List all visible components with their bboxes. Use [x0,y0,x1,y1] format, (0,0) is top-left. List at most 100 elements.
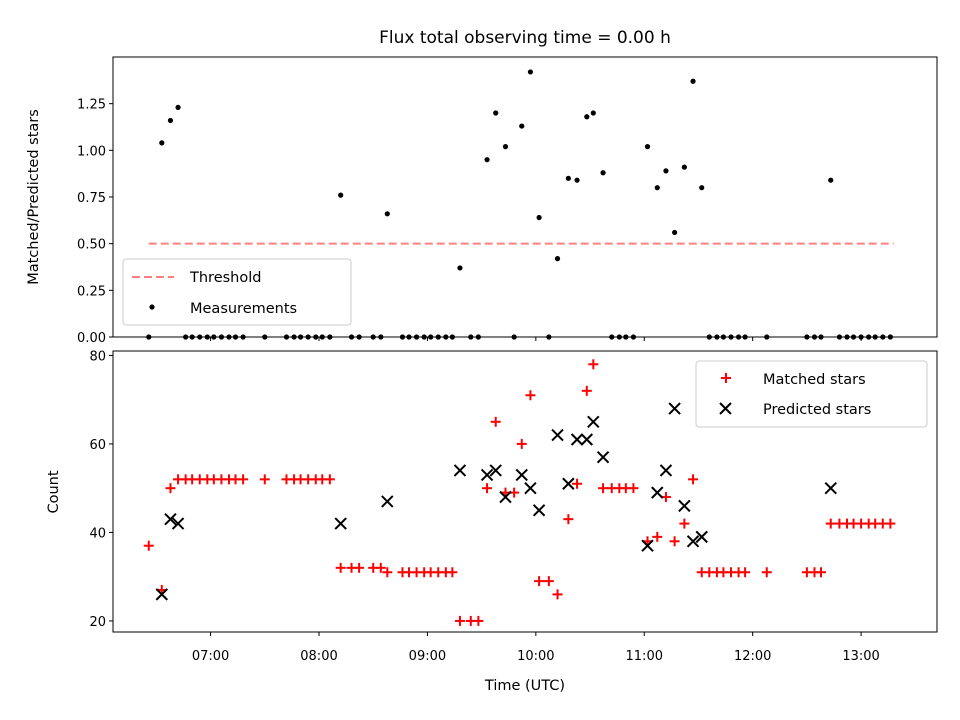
matched-star-point [552,589,563,600]
matched-star-point [165,483,176,494]
top-chart-frame [112,56,938,338]
measurements-legend-label: Measurements [190,301,297,317]
bottom-chart-ticks: 20 40 60 80 07:00 08:00 09:00 10:00 11:00 12:00 13… [89,349,879,664]
matched-star-point [454,615,465,626]
predicted-star-point [651,486,664,499]
predicted-star-point [171,517,185,530]
predicted-star-point [580,433,594,446]
predicted-star-point [678,499,691,513]
matched-star-point [669,536,680,547]
predicted-star-point [587,415,600,429]
bottom-legend: Matched stars Predicted stars [695,360,928,428]
matched-star-point [259,474,270,485]
matched-star-point [382,567,393,578]
bottom-xtick-label: 13:00 [842,649,879,664]
matched-star-point [588,359,599,370]
matched-star-point [516,438,527,449]
bottom-xtick-label: 10:00 [517,649,554,664]
matched-star-point [335,562,346,573]
matched-star-point [825,518,836,529]
predicted-star-point [695,530,708,544]
measurement-point [681,164,687,170]
top-chart-title: Flux total observing time = 0.00 h [379,28,671,48]
measurement-point [690,78,696,84]
bottom-ytick-label: 40 [89,526,106,541]
bottom-xtick-label: 12:00 [734,649,771,664]
measurement-point [699,185,705,191]
measurement-point [493,110,499,116]
predicted-star-point [532,504,546,517]
matched-star-point [581,385,592,396]
bottom-chart-panel: 20 40 60 80 07:00 08:00 09:00 10:00 11:00 12:00 13… [46,349,938,694]
bottom-chart-ylabel: Count [46,470,62,513]
predicted-star-point [480,468,494,482]
predicted-star-point [570,433,584,446]
matched-legend-swatch [721,373,731,383]
predicted-star-point [453,464,467,477]
top-ytick-label: 0.50 [77,238,106,253]
measurement-point [536,214,542,221]
bottom-ytick-label: 20 [89,615,106,630]
predicted-legend-label: Predicted stars [763,402,871,418]
matched-star-point [628,483,639,494]
top-ytick-label: 0.00 [77,331,106,346]
predicted-star-point [824,481,837,495]
predicted-star-point [489,464,502,477]
predicted-star-point [641,539,654,552]
measurement-point [590,110,596,116]
measurement-point [384,211,390,217]
matched-star-point [473,615,484,626]
measurement-point [828,177,834,183]
bottom-ytick-label: 60 [89,438,106,453]
measurement-point [502,144,509,150]
matched-star-point [482,483,493,494]
measurement-point [654,185,660,191]
measurements-legend-swatch [149,304,155,310]
top-legend: Threshold Measurements [122,258,352,326]
top-ytick-label: 0.75 [77,191,106,206]
matched-star-point [375,562,386,573]
predicted-star-point [381,495,394,508]
predicted-star-point [686,535,700,548]
matched-star-point [238,474,249,485]
bottom-xtick-label: 07:00 [192,649,229,664]
bottom-xtick-label: 09:00 [409,649,446,664]
measurement-point [159,140,165,146]
matched-star-point [354,562,365,573]
measurement-point [484,157,490,163]
measurement-point [644,144,651,150]
predicted-star-point [596,450,610,464]
bottom-legend-box [695,360,928,428]
measurement-point [519,123,525,129]
predicted-star-point [499,490,512,504]
matched-star-point [447,567,458,578]
bottom-chart-frame [112,350,938,633]
top-chart-panel: 0.00 0.25 0.50 0.75 1.00 1.25 Matched/Predict… [26,56,938,346]
bottom-chart-marks [143,359,896,626]
predicted-star-point [551,428,564,442]
matched-star-point [815,567,826,578]
bottom-xtick-label: 11:00 [626,649,663,664]
matched-star-point [525,390,536,401]
measurement-point [663,168,669,174]
predicted-star-point [334,517,347,530]
bottom-chart-xlabel: Time (UTC) [484,678,565,694]
predicted-star-point [659,464,673,477]
matched-star-point [543,576,554,587]
predicted-star-point [164,512,177,526]
measurement-point [565,175,571,181]
matched-star-point [572,478,583,489]
matched-star-point [598,483,609,494]
matched-star-point [652,531,663,542]
matched-star-point [761,567,772,578]
measurement-point [574,177,580,183]
predicted-star-point [155,588,168,601]
predicted-star-point [515,468,528,482]
predicted-star-point [524,481,537,495]
matched-star-point [143,540,154,551]
top-ytick-label: 1.25 [77,98,106,113]
matched-legend-label: Matched stars [763,372,866,388]
measurement-point [167,117,174,124]
measurement-point [527,69,534,75]
